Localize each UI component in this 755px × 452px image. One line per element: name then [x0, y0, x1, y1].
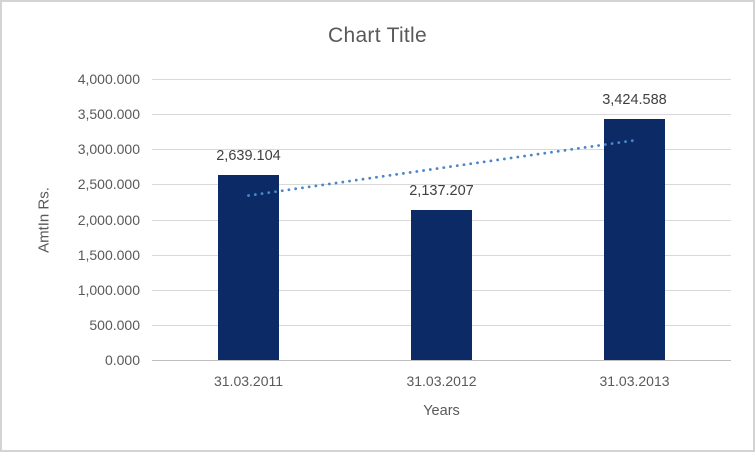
x-axis-line	[152, 360, 731, 361]
bar	[604, 119, 665, 360]
y-tick-label: 3,500.000	[77, 106, 140, 123]
bar	[411, 209, 472, 360]
y-tick-label: 1,000.000	[77, 281, 140, 298]
x-tick-label: 31.03.2011	[213, 373, 284, 389]
y-tick-label: 1,500.000	[77, 246, 140, 263]
bar-value-label: 2,639.104	[216, 147, 281, 164]
bar	[218, 174, 279, 360]
bar-value-label: 3,424.588	[602, 92, 667, 109]
y-tick-label: 500.000	[89, 316, 140, 333]
x-tick-label: 31.03.2013	[599, 373, 670, 389]
x-tick-label: 31.03.2012	[406, 373, 477, 389]
y-tick-label: 2,000.000	[77, 211, 140, 228]
gridline	[152, 114, 731, 116]
bar-value-label: 2,137.207	[409, 182, 474, 199]
x-axis-title: Years	[423, 403, 460, 419]
chart-title: Chart Title	[328, 24, 427, 47]
y-tick-label: 0.000	[104, 352, 140, 368]
y-tick-label: 2,500.000	[77, 176, 140, 193]
y-tick-label: 3,000.000	[77, 141, 140, 158]
gridline	[152, 79, 731, 80]
y-tick-label: 4,000.000	[77, 71, 140, 87]
plot-area	[152, 79, 731, 361]
